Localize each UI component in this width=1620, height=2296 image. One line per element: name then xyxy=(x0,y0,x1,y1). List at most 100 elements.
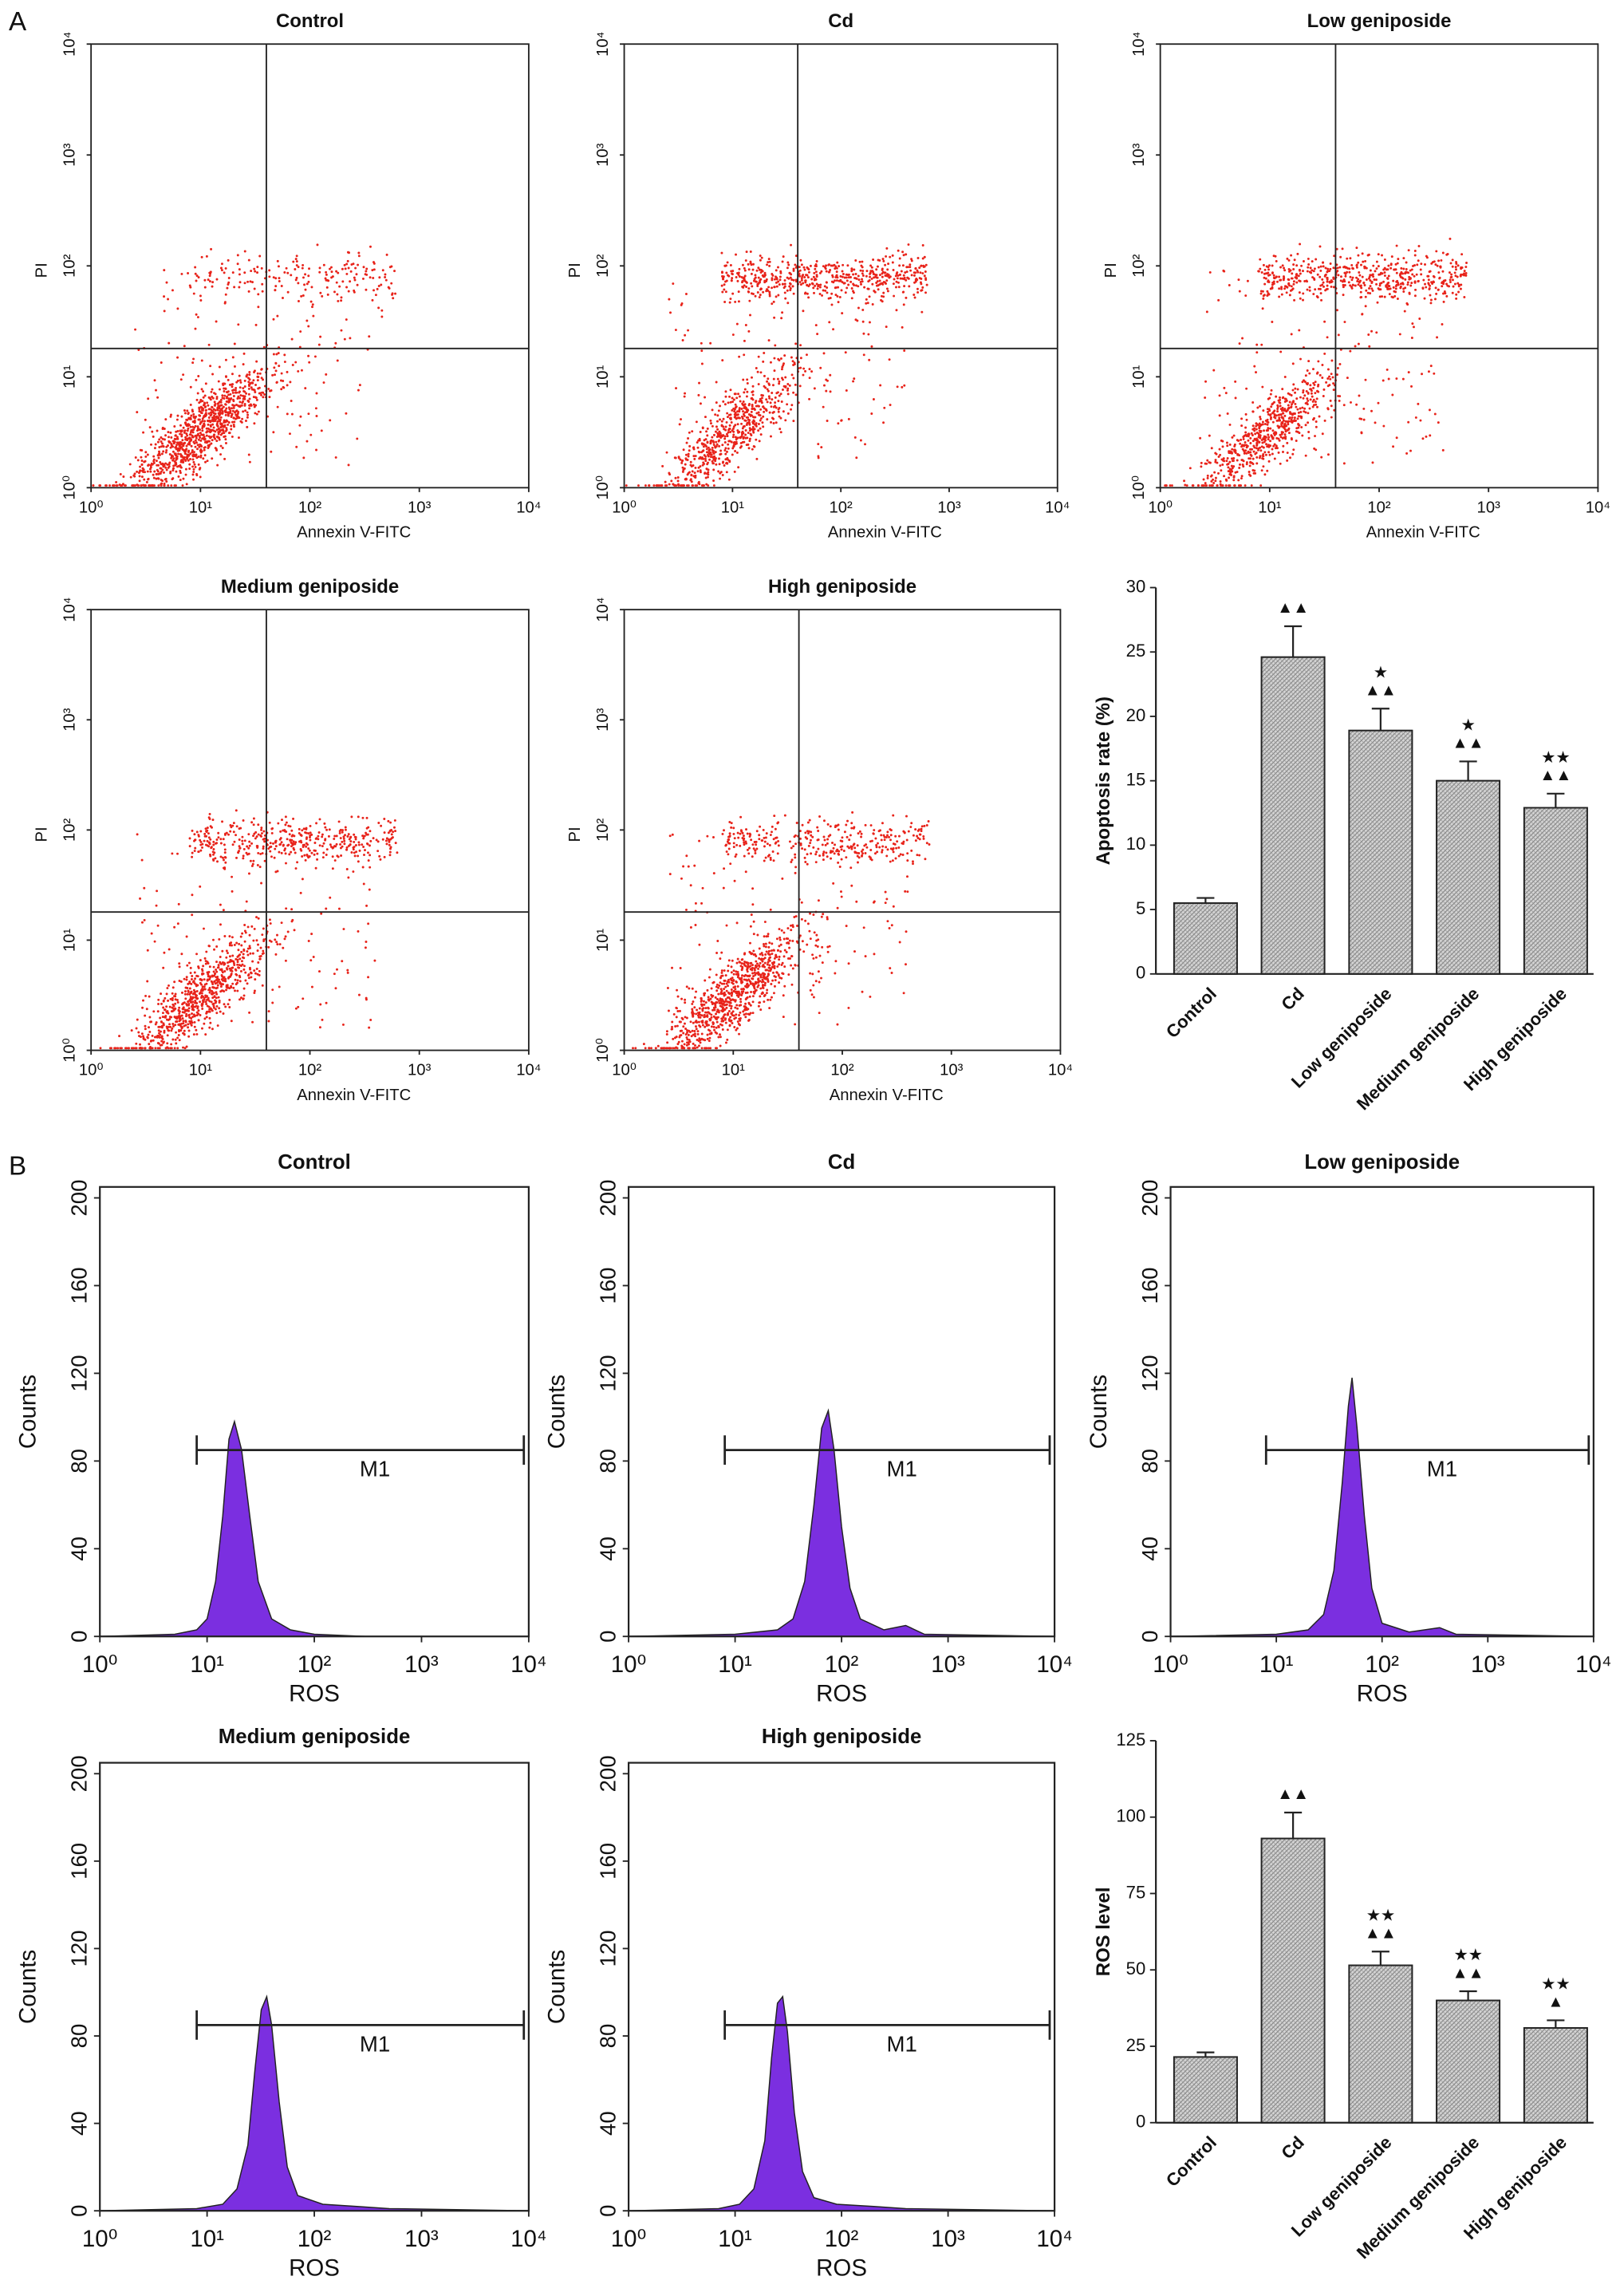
event-dot xyxy=(1292,263,1295,266)
event-dot xyxy=(227,397,231,400)
event-dot xyxy=(254,412,257,415)
event-dot xyxy=(238,400,242,404)
event-dot xyxy=(668,471,671,475)
event-dot xyxy=(846,264,849,267)
event-dot xyxy=(1272,280,1275,283)
event-dot xyxy=(274,277,278,280)
event-dot xyxy=(181,460,184,463)
event-dot xyxy=(916,257,920,260)
event-dot xyxy=(212,416,215,420)
event-dot xyxy=(924,263,928,266)
event-dot xyxy=(712,443,715,446)
event-dot xyxy=(1273,413,1276,416)
event-dot xyxy=(362,882,365,886)
event-dot xyxy=(1277,451,1280,454)
event-dot xyxy=(731,447,735,450)
event-dot xyxy=(136,459,140,462)
event-dot xyxy=(304,387,307,390)
event-dot xyxy=(183,977,186,980)
event-dot xyxy=(1312,381,1315,385)
event-dot xyxy=(867,280,870,283)
event-dot xyxy=(793,363,796,366)
event-dot xyxy=(290,838,294,842)
event-dot xyxy=(192,357,195,361)
event-dot xyxy=(222,405,225,408)
event-dot xyxy=(1219,464,1222,467)
event-dot xyxy=(224,861,227,864)
event-dot xyxy=(1389,262,1393,266)
event-dot xyxy=(1206,474,1209,477)
event-dot xyxy=(734,450,737,452)
event-dot xyxy=(759,254,762,258)
event-dot xyxy=(757,383,760,386)
event-dot xyxy=(183,429,187,432)
event-dot xyxy=(1286,452,1289,455)
event-dot xyxy=(219,842,223,845)
event-dot xyxy=(238,281,242,284)
event-dot xyxy=(197,276,200,279)
event-dot xyxy=(678,423,681,426)
event-dot xyxy=(775,406,778,409)
event-dot xyxy=(1322,388,1326,391)
event-dot xyxy=(303,854,306,857)
event-dot xyxy=(1281,420,1284,424)
event-dot xyxy=(896,271,899,274)
event-dot xyxy=(211,285,214,288)
event-dot xyxy=(701,426,704,429)
event-dot xyxy=(1273,443,1276,446)
event-dot xyxy=(160,470,163,473)
event-dot xyxy=(1298,432,1301,435)
event-dot xyxy=(759,278,763,281)
event-dot xyxy=(334,987,337,990)
event-dot xyxy=(152,473,155,476)
event-dot xyxy=(732,445,735,448)
event-dot xyxy=(731,272,734,275)
event-dot xyxy=(763,281,767,284)
event-dot xyxy=(777,400,780,403)
event-dot xyxy=(778,380,781,383)
event-dot xyxy=(891,261,894,264)
event-dot xyxy=(1253,446,1256,449)
event-dot xyxy=(322,263,325,266)
event-dot xyxy=(916,290,920,294)
event-dot xyxy=(216,980,219,983)
event-dot xyxy=(176,307,179,310)
event-dot xyxy=(1437,421,1440,424)
event-dot xyxy=(1268,414,1271,416)
event-dot xyxy=(1291,288,1294,291)
event-dot xyxy=(145,480,148,483)
event-dot xyxy=(685,478,688,481)
event-dot xyxy=(1395,244,1398,247)
event-dot xyxy=(193,833,196,836)
event-dot xyxy=(189,991,192,994)
event-dot xyxy=(243,839,246,842)
event-dot xyxy=(1282,419,1285,422)
event-dot xyxy=(213,436,216,439)
event-dot xyxy=(854,259,857,262)
event-dot xyxy=(223,457,227,460)
event-dot xyxy=(1279,408,1283,411)
event-dot xyxy=(752,262,755,266)
event-dot xyxy=(219,416,223,419)
event-dot xyxy=(742,400,745,403)
event-dot xyxy=(853,436,857,439)
event-dot xyxy=(385,253,388,256)
y-tick-label: 10⁴ xyxy=(594,32,612,57)
event-dot xyxy=(1267,444,1270,447)
event-dot xyxy=(297,300,300,302)
event-dot xyxy=(164,434,168,437)
event-dot xyxy=(195,274,199,278)
event-dot xyxy=(900,270,903,273)
event-dot xyxy=(183,457,185,460)
event-dot xyxy=(308,267,311,270)
event-dot xyxy=(294,361,298,364)
event-dot xyxy=(708,458,711,461)
event-dot xyxy=(779,431,782,434)
event-dot xyxy=(883,406,886,409)
event-dot xyxy=(660,484,664,487)
event-dot xyxy=(204,1000,207,1004)
event-dot xyxy=(204,408,207,412)
event-dot xyxy=(787,277,790,280)
event-dot xyxy=(886,290,889,293)
event-dot xyxy=(251,381,254,385)
